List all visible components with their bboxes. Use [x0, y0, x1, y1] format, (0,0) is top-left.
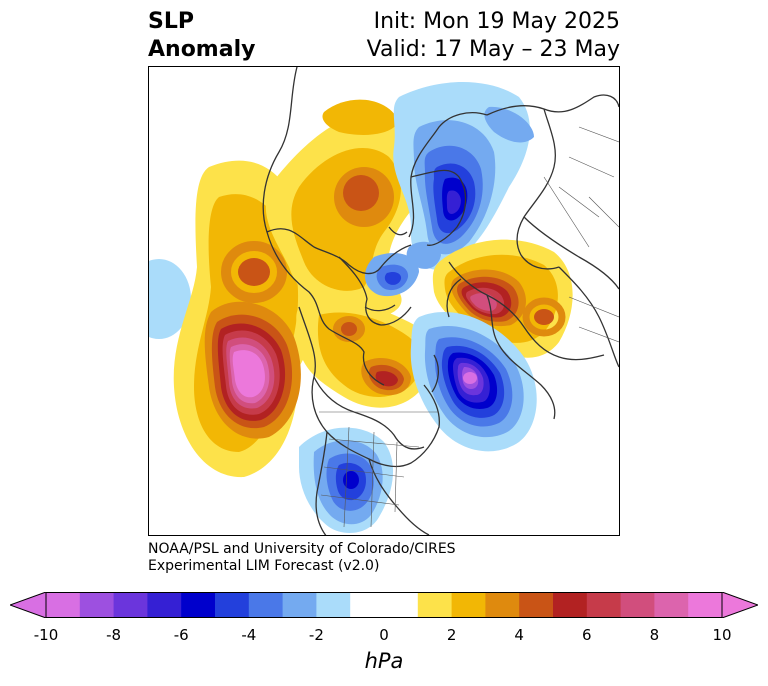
anomaly-central-us-low: [299, 427, 394, 533]
colorbar-tick-label: -10: [33, 626, 59, 644]
colorbar-tick-label: 8: [649, 626, 660, 644]
coastlines: [262, 67, 619, 535]
colorbar-tick-label: -4: [241, 626, 257, 644]
colorbar-segment: [451, 592, 486, 618]
colorbar-tick-label: 6: [582, 626, 592, 644]
title-block: SLP Anomaly: [148, 8, 255, 64]
map-panel: [148, 66, 620, 536]
colorbar-segment: [417, 592, 453, 618]
colorbar-segment: [620, 592, 655, 618]
colorbar-segments: [46, 592, 723, 618]
anomaly-northwest-atlantic-low: [410, 311, 537, 452]
colorbar-segment: [113, 592, 148, 618]
colorbar-segment: [384, 592, 419, 618]
init-date-text: Init: Mon 19 May 2025: [373, 9, 620, 34]
borders: [319, 126, 619, 528]
title-line-2: Anomaly: [148, 37, 256, 62]
colorbar-segment: [688, 592, 723, 618]
colorbar: [10, 592, 758, 618]
date-block: Init: Mon 19 May 2025 Valid: 17 May – 23…: [367, 8, 620, 64]
colorbar-segment: [181, 592, 216, 618]
colorbar-segment: [46, 592, 81, 618]
credit-line-1: NOAA/PSL and University of Colorado/CIRE…: [148, 541, 456, 557]
colorbar-over-arrow: [721, 592, 758, 618]
colorbar-segment: [586, 592, 622, 618]
colorbar-segment: [485, 592, 520, 618]
colorbar-under-arrow: [10, 592, 47, 618]
colorbar-segment: [282, 592, 317, 618]
colorbar-segment: [79, 592, 115, 618]
colorbar-segment: [553, 592, 588, 618]
anomaly-barents-low: [364, 82, 534, 297]
anomaly-eastern-canada-high: [296, 299, 433, 408]
credit-line-2: Experimental LIM Forecast (v2.0): [148, 558, 380, 574]
colorbar-unit-label: hPa: [364, 649, 404, 673]
colorbar-segment: [215, 592, 250, 618]
colorbar-tick-label: -8: [106, 626, 122, 644]
anomaly-map: [149, 67, 619, 535]
colorbar-segment: [147, 592, 182, 618]
colorbar-tick-label: 10: [712, 626, 732, 644]
colorbar-tick-label: 4: [514, 626, 524, 644]
colorbar-tick-label: 0: [379, 626, 389, 644]
colorbar-segment: [519, 592, 554, 618]
colorbar-tick-label: 2: [446, 626, 457, 644]
colorbar-segment: [654, 592, 689, 618]
title-line-1: SLP: [148, 9, 194, 34]
colorbar-tick-label: -2: [308, 626, 324, 644]
colorbar-tick-label: -6: [173, 626, 189, 644]
credit-text: NOAA/PSL and University of Colorado/CIRE…: [148, 541, 456, 575]
colorbar-segment: [350, 592, 385, 618]
colorbar-segment: [316, 592, 351, 618]
colorbar-tick-labels: -10 -8 -6 -4 -2 0 2 4 6 8 10: [0, 626, 768, 646]
anomaly-west-edge-negative: [149, 259, 191, 339]
valid-date-text: Valid: 17 May – 23 May: [366, 37, 620, 62]
colorbar-segment: [248, 592, 284, 618]
colorbar-outline: [45, 592, 723, 618]
